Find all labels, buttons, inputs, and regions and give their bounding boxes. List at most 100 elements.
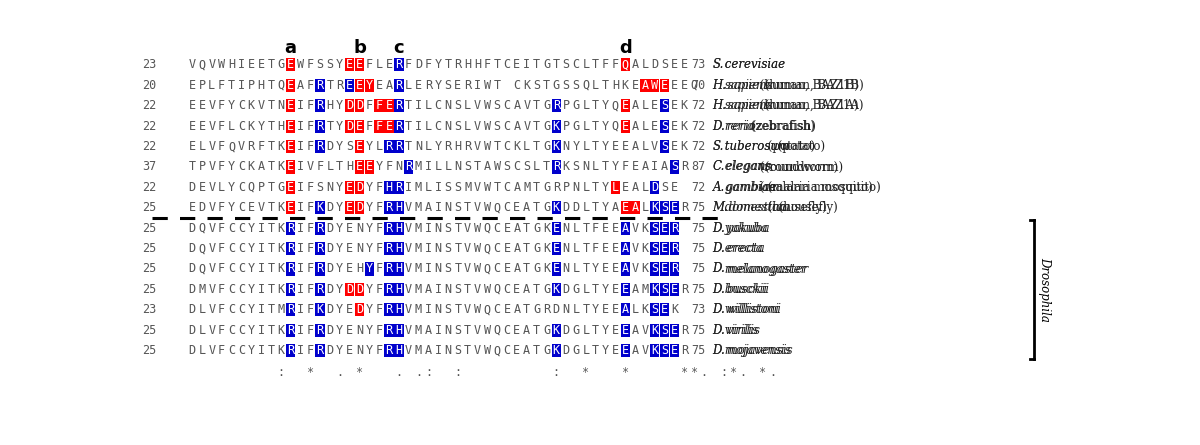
Text: T: T [533,99,540,112]
Bar [620,324,630,337]
Text: G: G [542,140,550,153]
Text: F: F [425,58,432,72]
Text: E: E [671,99,678,112]
Text: K: K [277,222,284,235]
Text: E: E [612,140,619,153]
Text: (zebrafish): (zebrafish) [748,120,815,133]
Text: E: E [671,58,678,72]
Text: D.: D. [713,222,725,235]
Text: F: F [218,79,226,92]
Text: S: S [455,120,462,133]
Text: S.: S. [713,58,724,72]
Text: V: V [474,283,481,296]
Bar [394,120,403,133]
Text: R: R [553,181,560,194]
Text: A: A [425,283,432,296]
Text: C: C [238,120,245,133]
Text: V: V [464,242,472,255]
Text: A: A [631,99,638,112]
Text: S: S [572,161,580,174]
Text: willistoni: willistoni [722,303,780,316]
Text: D: D [326,222,334,235]
Text: E: E [661,222,668,235]
Text: virilis: virilis [721,324,758,337]
Text: G: G [542,120,550,133]
Text: E: E [622,283,629,296]
Text: A: A [622,222,629,235]
Text: R: R [385,201,392,214]
Text: E: E [346,242,353,255]
Text: Y: Y [247,222,254,235]
Text: I: I [258,263,264,275]
Text: C: C [504,58,511,72]
Text: Y: Y [366,263,373,275]
Text: T: T [268,303,275,316]
Bar [670,222,679,235]
Text: I: I [434,324,442,337]
Bar [316,344,325,357]
Text: F: F [307,58,313,72]
Text: E: E [622,344,629,357]
Text: Y: Y [336,263,343,275]
Text: M: M [415,201,422,214]
Text: H: H [395,201,402,214]
Text: S: S [563,58,570,72]
Text: R: R [336,79,343,92]
Text: S: S [661,58,668,72]
Text: E: E [661,242,668,255]
Text: D: D [563,283,570,296]
Text: (zebrafish): (zebrafish) [748,120,816,133]
Text: N: N [356,222,364,235]
Text: K: K [553,283,560,296]
Text: K: K [247,99,254,112]
Text: Y: Y [602,140,610,153]
Text: N: N [444,344,451,357]
Bar [620,120,630,133]
Text: T: T [542,161,550,174]
Text: C: C [228,324,235,337]
Text: P: P [563,99,570,112]
Bar [374,120,384,133]
Text: gambiae: gambiae [722,181,776,194]
Text: E: E [287,201,294,214]
Text: D.: D. [713,120,725,133]
Text: L: L [582,120,589,133]
Text: sapiens: sapiens [721,99,770,112]
Bar [660,222,670,235]
Text: R: R [317,140,324,153]
Text: F: F [366,120,373,133]
Text: 75: 75 [691,222,706,235]
Text: H.: H. [713,79,727,92]
Text: (human, BAZ1A): (human, BAZ1A) [761,99,864,112]
Text: T: T [455,303,462,316]
Text: I: I [296,120,304,133]
Text: L: L [523,140,530,153]
Bar [344,79,354,92]
Text: H: H [464,58,472,72]
Text: Q: Q [277,79,284,92]
Text: I: I [434,344,442,357]
Text: D: D [553,303,560,316]
Text: *: * [760,366,767,379]
Text: A: A [296,79,304,92]
Text: A: A [514,263,521,275]
Text: Y: Y [228,181,235,194]
Text: D: D [563,201,570,214]
Text: S: S [661,181,668,194]
Text: A: A [631,140,638,153]
Text: F: F [218,263,226,275]
Text: W: W [493,161,500,174]
Text: F: F [385,161,392,174]
Text: T: T [602,79,610,92]
Text: F: F [612,58,619,72]
Text: Y: Y [247,283,254,296]
Text: G: G [572,283,580,296]
Text: R: R [385,263,392,275]
Text: Y: Y [247,242,254,255]
Text: domestica: domestica [725,201,790,214]
Text: T: T [268,222,275,235]
Text: N: N [356,242,364,255]
Text: A: A [631,201,638,214]
Text: G: G [533,263,540,275]
Text: D: D [198,201,205,214]
